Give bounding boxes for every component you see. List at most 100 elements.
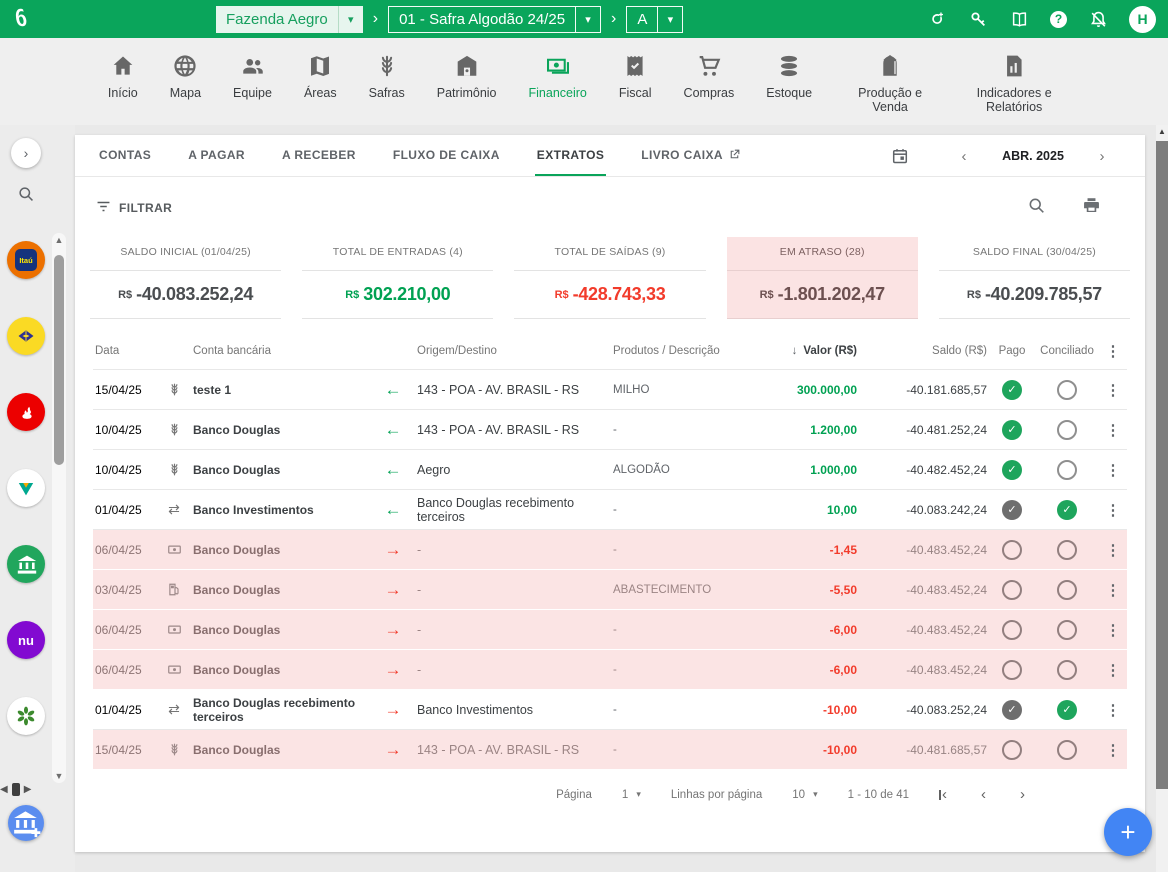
row-menu-icon[interactable]: ⋮ — [1105, 421, 1121, 439]
reconciled-toggle-check-green[interactable]: ✓ — [1057, 699, 1077, 720]
scroll-left-icon[interactable]: ◀ — [0, 784, 8, 795]
nav-item-indicadores-e-relat-rios[interactable]: Indicadores e Relatórios — [955, 51, 1073, 125]
tab-contas[interactable]: CONTAS — [97, 135, 153, 176]
paid-toggle-check-green[interactable]: ✓ — [1002, 379, 1022, 400]
paid-toggle-check-green[interactable]: ✓ — [1002, 419, 1022, 440]
paid-toggle-empty[interactable] — [1002, 659, 1022, 680]
scroll-down-icon[interactable]: ▼ — [54, 771, 64, 781]
reconciled-toggle-empty[interactable] — [1057, 419, 1077, 440]
transaction-row[interactable]: 06/04/25 Banco Douglas → - - -6,00 -40.4… — [93, 650, 1127, 690]
tab-livro-caixa[interactable]: LIVRO CAIXA — [639, 135, 743, 176]
nav-item-financeiro[interactable]: Financeiro — [516, 51, 600, 125]
sidebar-horizontal-scrollbar[interactable]: ◀ ▶ — [0, 783, 48, 796]
row-menu-icon[interactable]: ⋮ — [1105, 541, 1121, 559]
farm-selector[interactable]: Fazenda Aegro ▾ — [216, 5, 363, 33]
guide-book-icon[interactable] — [1009, 9, 1029, 29]
scrollbar-thumb[interactable] — [54, 255, 64, 465]
transaction-row[interactable]: 03/04/25 Banco Douglas → - ABASTECIMENTO… — [93, 570, 1127, 610]
notifications-off-icon[interactable] — [1088, 9, 1108, 29]
reconciled-toggle-empty[interactable] — [1057, 379, 1077, 400]
calendar-icon[interactable] — [891, 147, 909, 165]
previous-month-button[interactable]: ‹ — [961, 147, 967, 165]
scroll-up-icon[interactable]: ▲ — [1158, 127, 1166, 136]
bank-account-banco-do-brasil-icon[interactable] — [7, 317, 45, 355]
paid-toggle-empty[interactable] — [1002, 619, 1022, 640]
column-header-date[interactable]: Data — [95, 345, 120, 357]
nav-item-estoque[interactable]: Estoque — [753, 51, 825, 125]
user-avatar[interactable]: H — [1129, 5, 1156, 33]
row-menu-icon[interactable]: ⋮ — [1105, 661, 1121, 679]
paid-toggle-check-gray[interactable]: ✓ — [1002, 499, 1022, 520]
window-scrollbar-thumb[interactable] — [1156, 141, 1168, 789]
tools-icon[interactable] — [968, 9, 988, 29]
transaction-row[interactable]: 06/04/25 Banco Douglas → - - -1,45 -40.4… — [93, 530, 1127, 570]
paid-toggle-empty[interactable] — [1002, 539, 1022, 560]
paid-toggle-check-gray[interactable]: ✓ — [1002, 699, 1022, 720]
paid-toggle-check-green[interactable]: ✓ — [1002, 459, 1022, 480]
field-selector[interactable]: A ▾ — [626, 5, 684, 33]
bank-account-nubank-icon[interactable]: nu — [7, 621, 45, 659]
reconciled-toggle-empty[interactable] — [1057, 539, 1077, 560]
tab-extratos[interactable]: EXTRATOS — [534, 135, 607, 176]
add-transaction-fab[interactable]: + — [1104, 808, 1152, 856]
column-header-paid[interactable]: Pago — [998, 345, 1026, 357]
sidebar-search-icon[interactable] — [17, 185, 35, 203]
column-header-account[interactable]: Conta bancária — [193, 345, 271, 357]
bank-account-itau-icon[interactable]: Itaú — [7, 241, 45, 279]
rows-per-page-select[interactable]: 10 ▾ — [792, 789, 817, 801]
print-icon[interactable] — [1082, 196, 1101, 220]
column-header-balance[interactable]: Saldo (R$) — [932, 345, 987, 357]
bank-account-santander-icon[interactable] — [7, 393, 45, 431]
row-menu-icon[interactable]: ⋮ — [1105, 701, 1121, 719]
paid-toggle-empty[interactable] — [1002, 579, 1022, 600]
reconciled-toggle-empty[interactable] — [1057, 579, 1077, 600]
row-menu-icon[interactable]: ⋮ — [1105, 501, 1121, 519]
tab-fluxo-de-caixa[interactable]: FLUXO DE CAIXA — [391, 135, 502, 176]
column-header-products[interactable]: Produtos / Descrição — [613, 345, 720, 357]
transaction-row[interactable]: 10/04/25 Banco Douglas ← 143 - POA - AV.… — [93, 410, 1127, 450]
page-select[interactable]: 1 ▾ — [622, 789, 641, 801]
next-page-button[interactable]: › — [1020, 786, 1025, 803]
row-menu-icon[interactable]: ⋮ — [1105, 741, 1121, 759]
hscrollbar-thumb[interactable] — [11, 783, 20, 796]
window-scrollbar[interactable]: ▲ — [1156, 125, 1168, 872]
row-menu-icon[interactable]: ⋮ — [1105, 581, 1121, 599]
invite-icon[interactable] — [927, 9, 947, 29]
tab-a-receber[interactable]: A RECEBER — [280, 135, 358, 176]
add-bank-account-button[interactable] — [8, 805, 44, 841]
bank-account-sicredi-icon[interactable] — [7, 697, 45, 735]
nav-item-mapa[interactable]: Mapa — [157, 51, 214, 125]
column-header-reconciled[interactable]: Conciliado — [1040, 345, 1094, 357]
paid-toggle-empty[interactable] — [1002, 739, 1022, 760]
scroll-right-icon[interactable]: ▶ — [23, 784, 32, 795]
column-header-value[interactable]: ↓ Valor (R$) — [791, 345, 857, 357]
scroll-up-icon[interactable]: ▲ — [54, 235, 64, 245]
column-header-origin[interactable]: Origem/Destino — [417, 345, 497, 357]
transaction-row[interactable]: 15/04/25 Banco Douglas → 143 - POA - AV.… — [93, 730, 1127, 770]
tab-a-pagar[interactable]: A PAGAR — [186, 135, 247, 176]
chevron-down-icon[interactable]: ▾ — [347, 13, 354, 26]
row-menu-icon[interactable]: ⋮ — [1105, 461, 1121, 479]
transaction-row[interactable]: 06/04/25 Banco Douglas → - - -6,00 -40.4… — [93, 610, 1127, 650]
filter-button[interactable]: FILTRAR — [95, 198, 172, 218]
nav-item--reas[interactable]: Áreas — [291, 51, 350, 125]
chevron-down-icon[interactable]: ▾ — [667, 13, 674, 26]
reconciled-toggle-check-green[interactable]: ✓ — [1057, 499, 1077, 520]
sidebar-scrollbar[interactable]: ▲ ▼ — [52, 233, 66, 783]
column-header-menu-icon[interactable]: ⋮ — [1105, 343, 1121, 360]
search-icon[interactable] — [1027, 196, 1046, 220]
nav-item-compras[interactable]: Compras — [671, 51, 748, 125]
transaction-row[interactable]: 10/04/25 Banco Douglas ← Aegro ALGODÃO 1… — [93, 450, 1127, 490]
reconciled-toggle-empty[interactable] — [1057, 659, 1077, 680]
row-menu-icon[interactable]: ⋮ — [1105, 621, 1121, 639]
reconciled-toggle-empty[interactable] — [1057, 739, 1077, 760]
help-icon[interactable]: ? — [1050, 10, 1067, 28]
nav-item-safras[interactable]: Safras — [356, 51, 418, 125]
reconciled-toggle-empty[interactable] — [1057, 619, 1077, 640]
season-selector[interactable]: 01 - Safra Algodão 24/25 ▾ — [388, 5, 602, 33]
sidebar-expand-button[interactable]: › — [11, 138, 41, 168]
transaction-row[interactable]: 01/04/25 ⇄ Banco Douglas recebimento ter… — [93, 690, 1127, 730]
sort-desc-icon[interactable]: ↓ — [791, 345, 798, 357]
row-menu-icon[interactable]: ⋮ — [1105, 381, 1121, 399]
first-page-button[interactable]: ‹ — [939, 786, 947, 803]
